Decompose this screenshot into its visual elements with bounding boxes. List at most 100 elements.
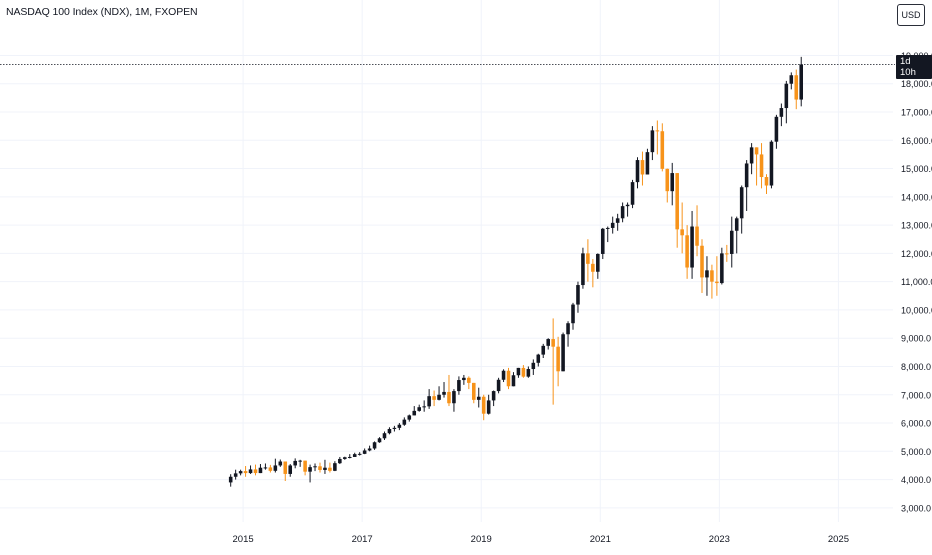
- candle[interactable]: [720, 247, 724, 285]
- candle[interactable]: [243, 466, 248, 477]
- candle[interactable]: [308, 464, 312, 483]
- candle[interactable]: [486, 394, 491, 415]
- candle[interactable]: [248, 465, 253, 474]
- candle[interactable]: [491, 390, 496, 407]
- candle[interactable]: [422, 400, 426, 412]
- candle[interactable]: [467, 376, 471, 390]
- candle[interactable]: [675, 173, 679, 248]
- candle[interactable]: [715, 256, 719, 296]
- candle[interactable]: [695, 205, 699, 257]
- candle[interactable]: [407, 414, 412, 422]
- candle[interactable]: [253, 464, 258, 476]
- candle[interactable]: [610, 216, 615, 234]
- candle[interactable]: [526, 366, 531, 378]
- candle[interactable]: [228, 474, 233, 487]
- candle[interactable]: [323, 459, 327, 474]
- candle[interactable]: [596, 253, 600, 279]
- candle[interactable]: [352, 452, 357, 457]
- candle[interactable]: [303, 460, 307, 476]
- candle[interactable]: [397, 423, 402, 431]
- candle[interactable]: [655, 120, 660, 155]
- candle[interactable]: [432, 390, 436, 407]
- candle[interactable]: [620, 202, 625, 223]
- candle[interactable]: [273, 458, 278, 473]
- candle[interactable]: [744, 160, 749, 211]
- candle[interactable]: [759, 143, 764, 189]
- candle[interactable]: [382, 431, 387, 440]
- candle[interactable]: [710, 264, 714, 299]
- candle[interactable]: [506, 367, 511, 390]
- candle[interactable]: [318, 462, 322, 473]
- candle[interactable]: [278, 459, 283, 467]
- candle[interactable]: [501, 369, 506, 383]
- candle[interactable]: [640, 151, 645, 186]
- candle[interactable]: [442, 382, 446, 398]
- candle[interactable]: [233, 469, 238, 480]
- candle[interactable]: [338, 456, 342, 465]
- candle[interactable]: [546, 338, 550, 350]
- currency-button[interactable]: USD: [897, 4, 925, 26]
- candle[interactable]: [258, 464, 263, 474]
- candle[interactable]: [779, 103, 784, 127]
- candle[interactable]: [288, 464, 293, 477]
- candle[interactable]: [576, 281, 580, 313]
- candle[interactable]: [645, 148, 650, 175]
- candle[interactable]: [427, 389, 431, 409]
- candle[interactable]: [377, 437, 382, 443]
- candle[interactable]: [293, 458, 297, 469]
- candle[interactable]: [343, 456, 347, 460]
- candle[interactable]: [799, 56, 804, 107]
- candle[interactable]: [472, 382, 476, 404]
- candle[interactable]: [496, 377, 501, 394]
- candle[interactable]: [556, 336, 560, 387]
- candle[interactable]: [551, 318, 555, 405]
- candle[interactable]: [392, 425, 397, 432]
- candle[interactable]: [739, 185, 744, 234]
- candle[interactable]: [387, 427, 392, 435]
- candles[interactable]: [228, 56, 804, 487]
- candle[interactable]: [283, 461, 288, 481]
- candle[interactable]: [402, 417, 407, 426]
- candle[interactable]: [328, 462, 332, 473]
- candle[interactable]: [566, 321, 570, 347]
- candle[interactable]: [268, 464, 273, 473]
- candle[interactable]: [665, 168, 670, 203]
- candle[interactable]: [670, 162, 675, 206]
- candle[interactable]: [417, 404, 421, 412]
- candle[interactable]: [605, 226, 610, 243]
- candle[interactable]: [690, 210, 694, 279]
- candle[interactable]: [571, 302, 575, 330]
- candle[interactable]: [630, 179, 635, 209]
- candle[interactable]: [347, 454, 352, 459]
- candle[interactable]: [635, 157, 640, 189]
- candle[interactable]: [511, 372, 516, 387]
- candle[interactable]: [680, 202, 684, 254]
- candle[interactable]: [238, 469, 243, 476]
- candle[interactable]: [357, 452, 362, 456]
- candle[interactable]: [794, 69, 799, 110]
- candle[interactable]: [685, 225, 689, 279]
- candle[interactable]: [447, 374, 451, 407]
- candle[interactable]: [313, 463, 317, 472]
- candle[interactable]: [263, 463, 268, 470]
- candle[interactable]: [412, 406, 417, 416]
- candle[interactable]: [298, 459, 302, 467]
- candle[interactable]: [764, 174, 769, 194]
- candle[interactable]: [541, 343, 546, 358]
- candle[interactable]: [784, 80, 789, 124]
- candle[interactable]: [586, 239, 590, 282]
- candle[interactable]: [725, 244, 729, 262]
- y-axis[interactable]: 3,000.0 4,000.0 5,000.0 6,000.0 7,000.0 8,000…: [901, 51, 932, 513]
- x-axis[interactable]: 2015 2017 2019 2021 2023 2025: [233, 534, 849, 545]
- candle[interactable]: [452, 389, 456, 412]
- candle[interactable]: [362, 448, 367, 455]
- candle[interactable]: [521, 365, 526, 378]
- candle[interactable]: [789, 72, 794, 90]
- candle[interactable]: [367, 445, 372, 452]
- candle[interactable]: [700, 239, 704, 293]
- candle[interactable]: [749, 143, 754, 175]
- candle[interactable]: [729, 216, 734, 268]
- candle[interactable]: [516, 367, 521, 378]
